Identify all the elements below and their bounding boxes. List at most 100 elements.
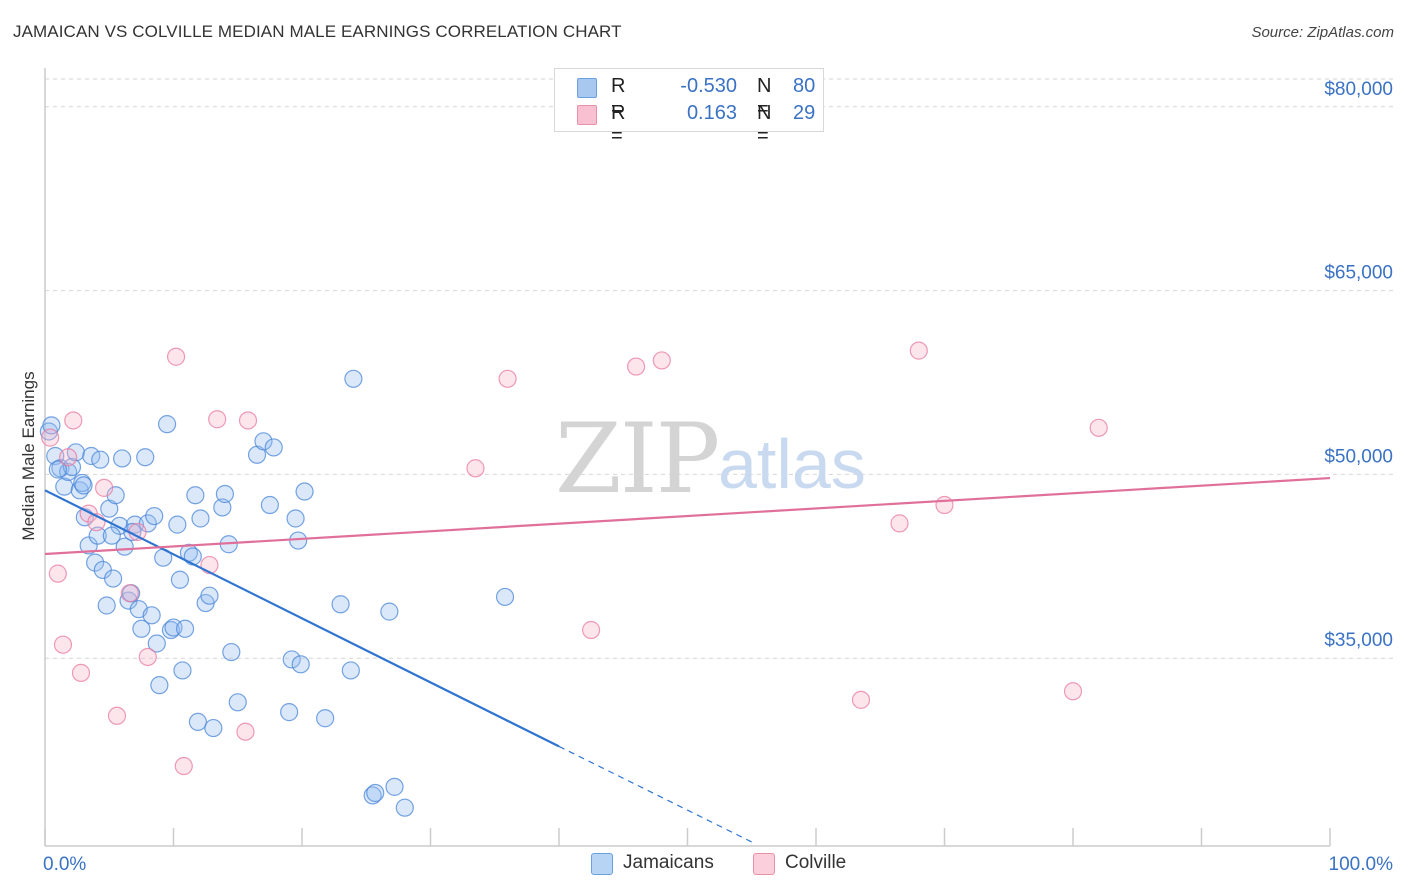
y-tick-label: $50,000 bbox=[1324, 446, 1393, 467]
data-point-colville bbox=[200, 555, 219, 575]
data-point-jamaicans bbox=[186, 486, 205, 505]
data-point-jamaicans bbox=[74, 476, 93, 495]
data-point-jamaicans bbox=[91, 450, 110, 469]
data-point-jamaicans bbox=[157, 415, 177, 434]
trendline-jamaicans bbox=[44, 489, 560, 748]
bottom-legend-swatch-jamaicans bbox=[591, 853, 613, 875]
legend-swatch-jamaicans bbox=[577, 78, 597, 98]
data-point-colville bbox=[41, 428, 60, 447]
data-point-jamaicans bbox=[228, 693, 247, 712]
trendline-colville bbox=[44, 476, 1331, 556]
data-point-colville bbox=[208, 410, 227, 429]
data-point-jamaicans bbox=[385, 777, 404, 796]
data-point-jamaicans bbox=[282, 650, 301, 669]
data-point-jamaicans bbox=[173, 661, 192, 680]
data-point-colville bbox=[71, 663, 91, 682]
data-point-jamaicans bbox=[102, 526, 121, 545]
data-point-jamaicans bbox=[188, 712, 208, 732]
data-point-colville bbox=[1089, 418, 1108, 437]
data-point-jamaicans bbox=[142, 606, 161, 625]
data-point-jamaicans bbox=[132, 619, 151, 638]
data-point-colville bbox=[935, 495, 954, 515]
data-point-jamaicans bbox=[82, 446, 101, 466]
data-point-jamaicans bbox=[161, 620, 181, 640]
data-point-jamaicans bbox=[104, 569, 123, 588]
data-point-jamaicans bbox=[260, 495, 279, 515]
data-point-colville bbox=[626, 357, 646, 376]
data-point-jamaicans bbox=[86, 553, 105, 572]
data-point-colville bbox=[909, 341, 928, 360]
data-point-jamaicans bbox=[150, 676, 169, 695]
data-point-colville bbox=[498, 369, 517, 388]
series-jamaicans bbox=[39, 369, 515, 817]
data-point-jamaicans bbox=[204, 718, 223, 738]
data-point-jamaicans bbox=[88, 526, 107, 545]
data-point-colville bbox=[120, 584, 139, 603]
legend-r-label: R = bbox=[611, 102, 626, 147]
y-axis-label: Median Male Earnings bbox=[19, 371, 38, 541]
data-point-jamaicans bbox=[62, 457, 82, 477]
data-point-jamaicans bbox=[112, 449, 132, 468]
legend-swatch-colville bbox=[577, 105, 597, 125]
data-point-jamaicans bbox=[115, 537, 134, 556]
data-point-jamaicans bbox=[191, 509, 210, 528]
data-point-jamaicans bbox=[395, 798, 414, 817]
data-point-colville bbox=[890, 514, 909, 533]
legend-n-value-colville: 29 bbox=[793, 102, 816, 124]
trendline-extension-jamaicans bbox=[558, 745, 753, 843]
data-point-colville bbox=[138, 647, 157, 667]
chart-source: Source: ZipAtlas.com bbox=[1251, 24, 1394, 41]
data-point-jamaicans bbox=[254, 432, 273, 451]
legend-r-value-colville: 0.163 bbox=[686, 102, 737, 124]
data-point-jamaicans bbox=[344, 369, 363, 388]
data-point-jamaicans bbox=[295, 482, 314, 501]
data-point-jamaicans bbox=[125, 515, 145, 534]
data-point-jamaicans bbox=[380, 602, 399, 621]
legend-r-label: R = bbox=[611, 75, 626, 120]
legend-n-value-jamaicans: 80 bbox=[793, 75, 816, 97]
correlation-legend: R = -0.530 N = 80 R = 0.163 N = 29 bbox=[554, 68, 824, 147]
watermark-zip: ZIP bbox=[555, 403, 718, 515]
data-point-colville bbox=[64, 411, 83, 430]
data-point-jamaicans bbox=[291, 655, 310, 674]
data-point-jamaicans bbox=[264, 438, 283, 457]
data-point-jamaicans bbox=[316, 709, 335, 728]
data-point-colville bbox=[166, 347, 186, 366]
data-point-jamaicans bbox=[215, 484, 234, 504]
bottom-legend-label-colville: Colville bbox=[785, 852, 847, 873]
data-point-jamaicans bbox=[136, 448, 155, 467]
y-tick-label: $80,000 bbox=[1324, 79, 1393, 100]
data-point-colville bbox=[53, 635, 73, 654]
data-point-jamaicans bbox=[145, 506, 164, 526]
data-point-jamaicans bbox=[183, 547, 202, 566]
data-point-jamaicans bbox=[164, 618, 183, 637]
data-point-jamaicans bbox=[331, 595, 350, 614]
legend-n-label: N = bbox=[757, 75, 772, 120]
legend-r-value-jamaicans: -0.530 bbox=[680, 75, 737, 97]
legend-n-label: N = bbox=[757, 102, 772, 147]
data-point-colville bbox=[174, 756, 193, 776]
data-point-colville bbox=[107, 706, 127, 725]
x-tick-label-left: 0.0% bbox=[43, 854, 86, 875]
x-tick-label-right: 100.0% bbox=[1329, 854, 1394, 875]
data-point-jamaicans bbox=[280, 703, 299, 722]
data-point-colville bbox=[466, 459, 485, 478]
data-point-colville bbox=[59, 448, 78, 467]
watermark-atlas: atlas bbox=[718, 425, 866, 503]
data-point-jamaicans bbox=[48, 460, 67, 479]
data-point-jamaicans bbox=[213, 498, 232, 517]
data-point-jamaicans bbox=[55, 477, 74, 496]
data-point-colville bbox=[582, 620, 601, 640]
data-point-colville bbox=[95, 478, 114, 497]
data-point-colville bbox=[652, 351, 671, 370]
data-point-jamaicans bbox=[363, 786, 382, 805]
data-point-jamaicans bbox=[175, 619, 195, 638]
data-point-jamaicans bbox=[286, 509, 305, 528]
y-tick-label: $35,000 bbox=[1324, 630, 1393, 651]
data-point-jamaicans bbox=[222, 642, 241, 662]
data-point-colville bbox=[851, 690, 871, 709]
data-point-jamaicans bbox=[341, 661, 360, 680]
bottom-legend-label-jamaicans: Jamaicans bbox=[623, 852, 714, 873]
data-point-jamaicans bbox=[289, 531, 308, 550]
